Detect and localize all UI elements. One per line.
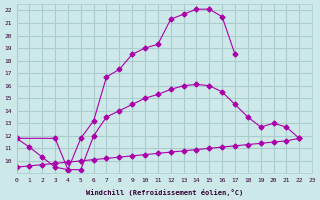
X-axis label: Windchill (Refroidissement éolien,°C): Windchill (Refroidissement éolien,°C)	[86, 189, 243, 196]
